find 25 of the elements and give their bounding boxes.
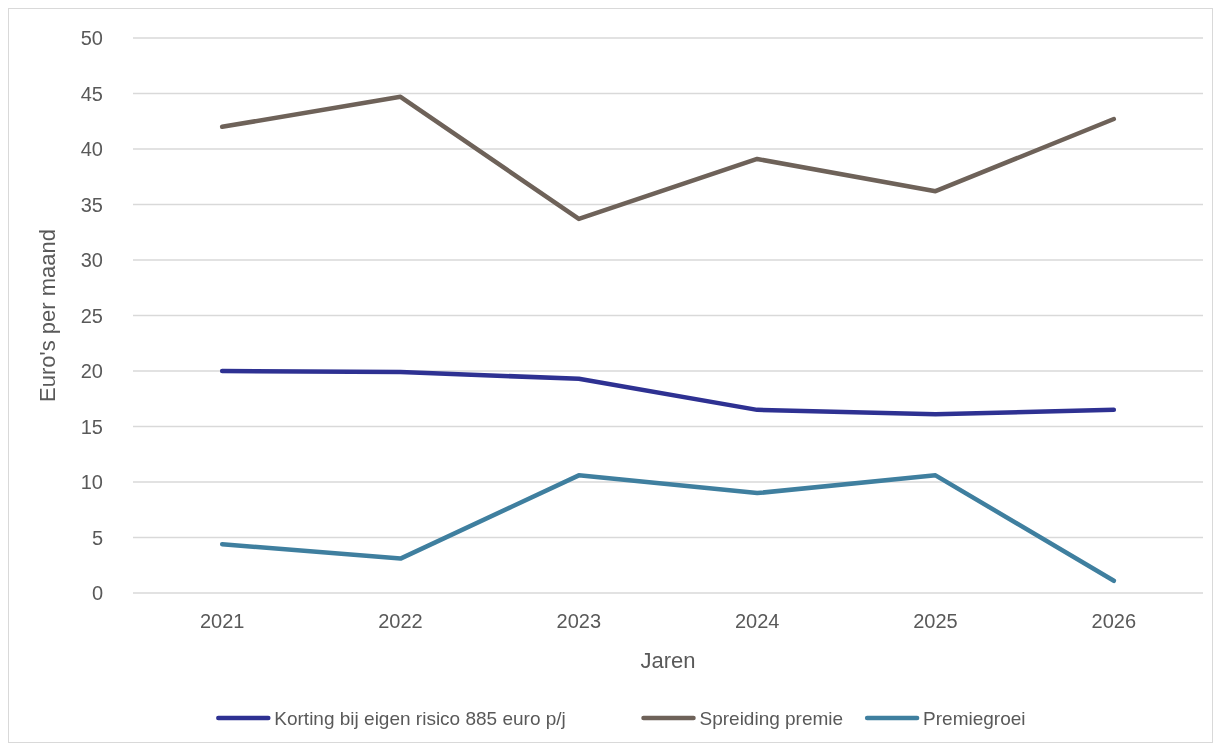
x-tick-label: 2024 (734, 610, 780, 632)
line-series (219, 473, 1117, 584)
y-tick-label: 0 (91, 582, 103, 604)
x-tick-label: 2022 (378, 610, 423, 632)
x-tick-label: 2021 (199, 610, 245, 632)
y-tick-label: 20 (80, 360, 103, 382)
line-series (219, 368, 1117, 417)
y-tick-label: 45 (80, 82, 103, 105)
legend-label: Spreiding premie (699, 707, 844, 729)
x-tick-label: 2025 (913, 610, 958, 632)
y-tick-label: 30 (80, 249, 103, 271)
legend-label: Korting bij eigen risico 885 euro p/j (274, 707, 566, 729)
y-tick-label: 35 (80, 193, 103, 216)
line-series (219, 94, 1117, 222)
x-tick-label: 2023 (556, 610, 602, 632)
y-tick-label: 5 (91, 526, 103, 549)
y-tick-label: 50 (80, 27, 103, 49)
x-tick-label: 2026 (1091, 610, 1137, 632)
y-tick-label: 25 (80, 304, 103, 327)
y-tick-label: 40 (80, 138, 103, 160)
y-axis-title: Euro's per maand (35, 229, 60, 402)
legend-label: Premiegroei (923, 707, 1026, 729)
y-tick-label: 10 (80, 471, 103, 493)
x-axis-title: Jaren (640, 648, 696, 673)
y-tick-label: 15 (80, 415, 103, 438)
